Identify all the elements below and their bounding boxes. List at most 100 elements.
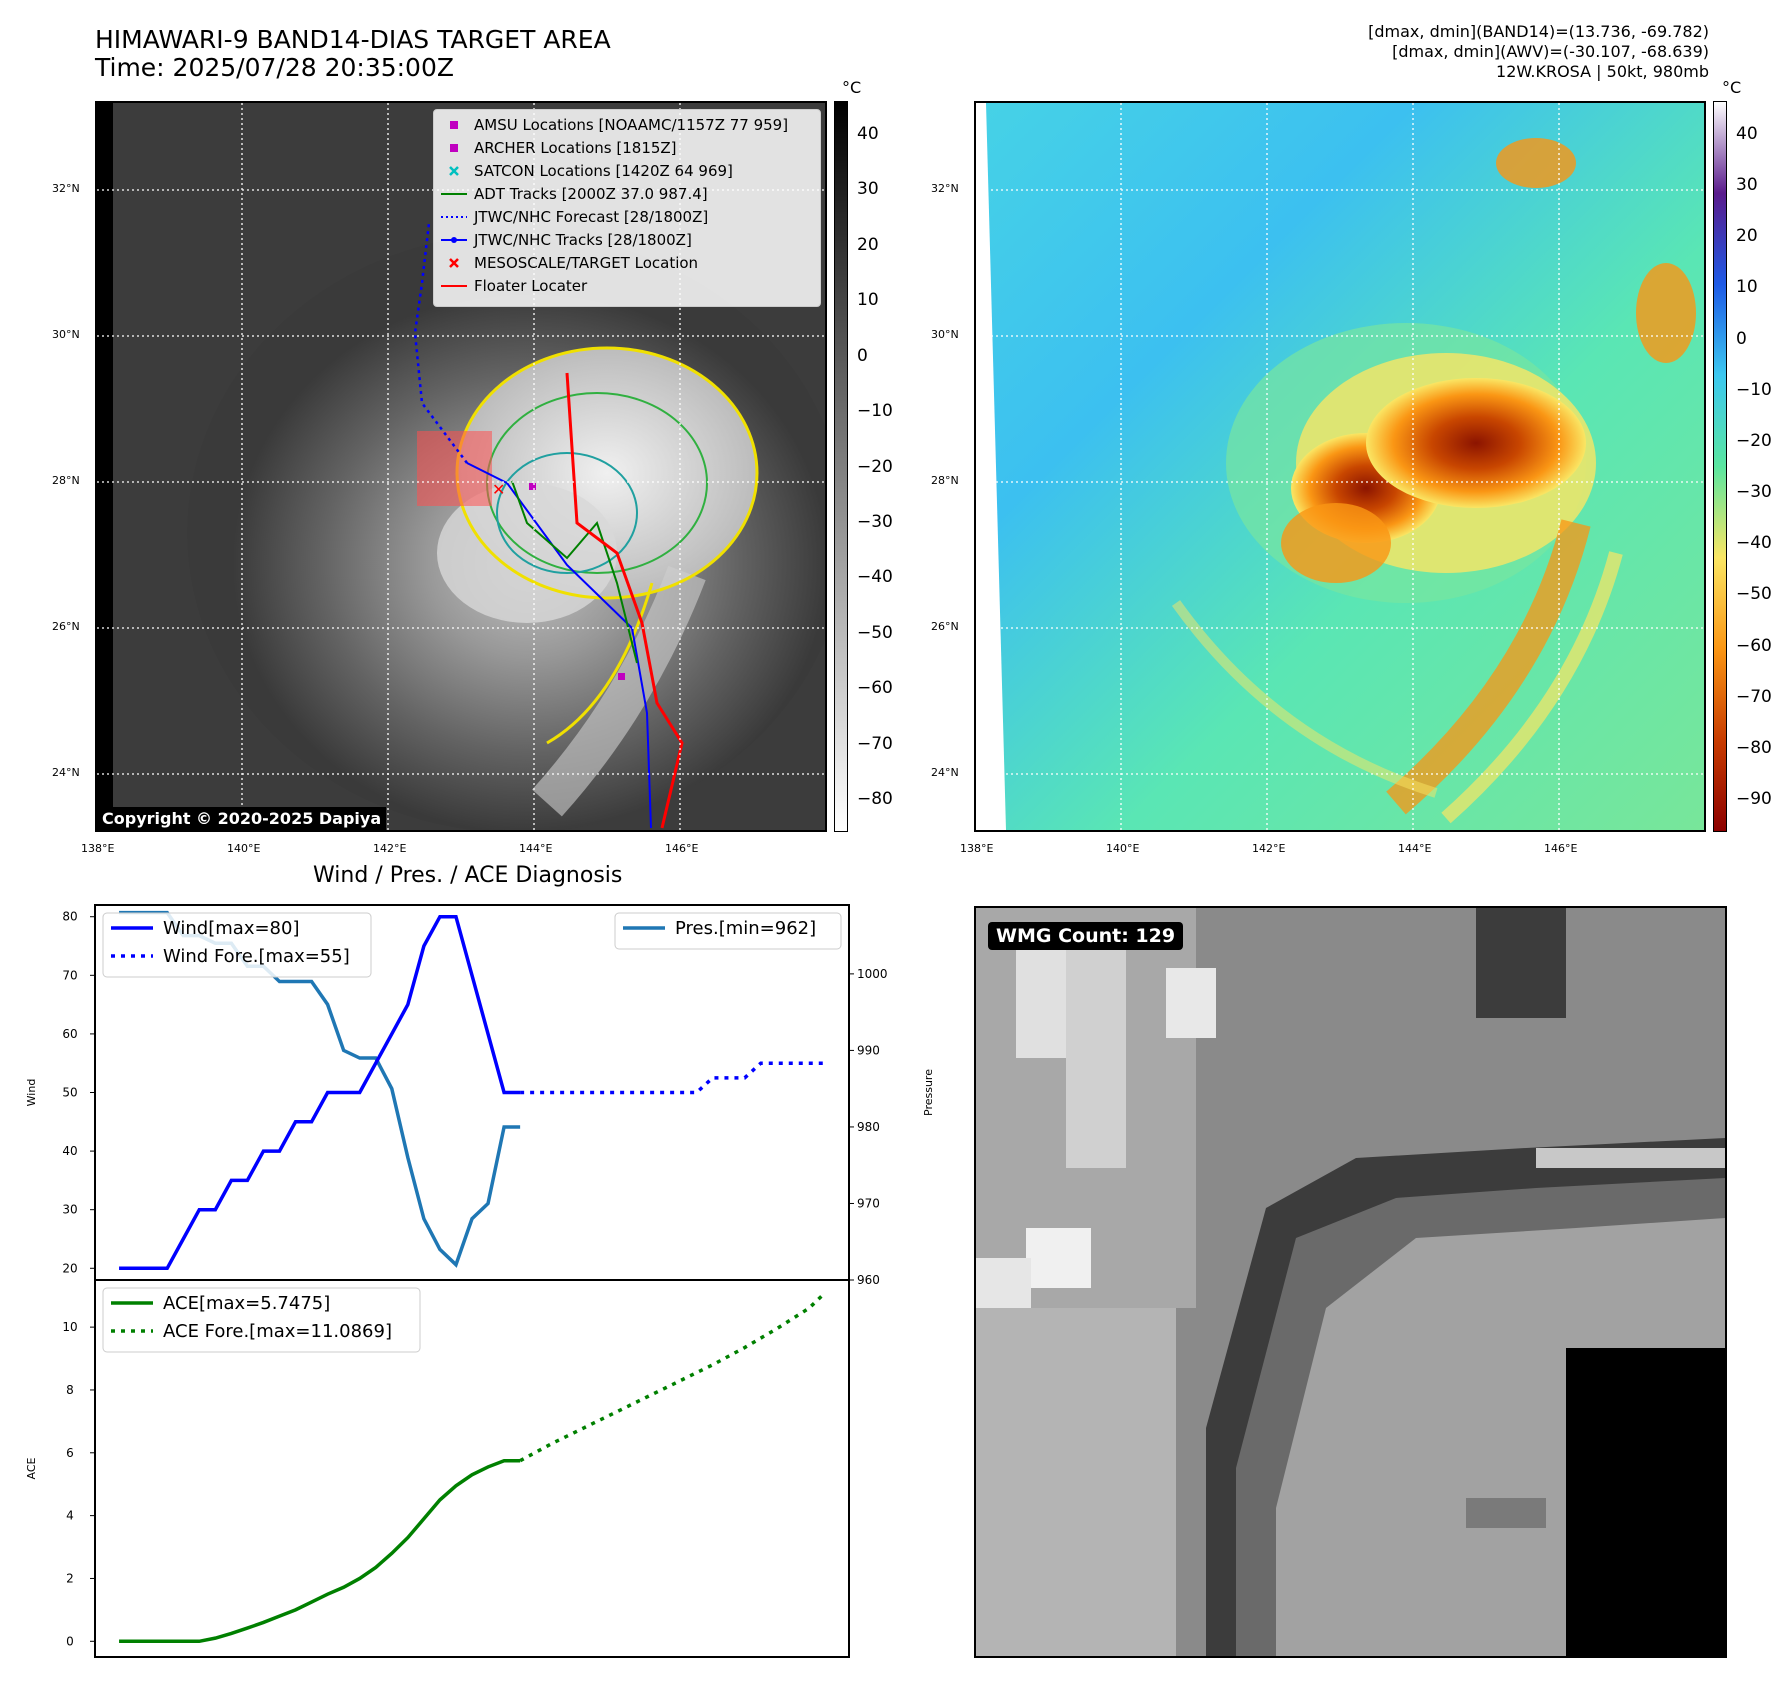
ace-tick-label: 4 bbox=[66, 1509, 74, 1523]
lon-label: 144°E bbox=[519, 842, 553, 855]
ace-forecast-line bbox=[519, 1291, 827, 1463]
lon-label: 142°E bbox=[1252, 842, 1286, 855]
copyright-label: Copyright © 2020-2025 Dapiya bbox=[97, 807, 387, 830]
ir-map-panel: ✕ Copyright © 2020-2025 Dapiya AMSU Loca… bbox=[95, 101, 827, 832]
colorbar-tick-label: 10 bbox=[1736, 277, 1758, 298]
wind-legend-label: Wind[max=80] bbox=[163, 918, 300, 939]
wind-line bbox=[119, 914, 521, 1271]
legend-label: Floater Locater bbox=[474, 276, 588, 295]
figure-title: HIMAWARI-9 BAND14-DIAS TARGET AREA Time: … bbox=[95, 26, 611, 82]
colorbar-tick-label: −10 bbox=[857, 401, 893, 422]
lat-label: 32°N bbox=[52, 182, 80, 195]
colorbar-tick-label: −30 bbox=[857, 511, 893, 532]
awv-map-image bbox=[976, 103, 1704, 830]
colorbar-tick-label: −60 bbox=[857, 678, 893, 699]
colorbar-tick-label: −20 bbox=[1736, 430, 1772, 451]
legend-entry: JTWC/NHC Forecast [28/1800Z] bbox=[434, 205, 820, 228]
ace-legend-label: ACE[max=5.7475] bbox=[163, 1293, 330, 1314]
wind-legend-label: Wind Fore.[max=55] bbox=[163, 946, 350, 967]
colorbar-tick-label: 10 bbox=[857, 290, 879, 311]
no-data-strip bbox=[97, 103, 113, 830]
lon-label: 140°E bbox=[1106, 842, 1140, 855]
legend-entry: MESOSCALE/TARGET Location bbox=[434, 251, 820, 274]
colorbar-tick-label: −50 bbox=[1736, 584, 1772, 605]
colorbar-tick-label: 20 bbox=[1736, 226, 1758, 247]
lon-label: 142°E bbox=[373, 842, 407, 855]
ace-line bbox=[119, 1458, 521, 1644]
legend-symbol-icon bbox=[434, 142, 474, 154]
legend-label: JTWC/NHC Forecast [28/1800Z] bbox=[474, 207, 709, 226]
jtwc-track-line bbox=[466, 462, 652, 829]
colorbar-tick-label: −80 bbox=[1736, 737, 1772, 758]
archer-marker bbox=[618, 673, 625, 680]
pressure-tick-label: 990 bbox=[857, 1043, 880, 1057]
diagnosis-title: Wind / Pres. / ACE Diagnosis bbox=[313, 863, 623, 888]
pressure-tick-label: 970 bbox=[857, 1196, 880, 1210]
legend-symbol-icon bbox=[434, 188, 474, 200]
pressure-legend-label: Pres.[min=962] bbox=[675, 918, 816, 939]
floater-track-line bbox=[565, 372, 684, 829]
colorbar-tick-label: 0 bbox=[857, 345, 868, 366]
legend-entry: SATCON Locations [1420Z 64 969] bbox=[434, 159, 820, 182]
lat-label: 30°N bbox=[931, 328, 959, 341]
wind-tick-label: 60 bbox=[62, 1027, 77, 1041]
lon-label: 146°E bbox=[665, 842, 699, 855]
legend-symbol-icon bbox=[434, 211, 474, 223]
colorbar-tick-label: −70 bbox=[857, 733, 893, 754]
lat-label: 28°N bbox=[52, 474, 80, 487]
ace-tick-label: 2 bbox=[66, 1571, 74, 1585]
colorbar-tick-label: −10 bbox=[1736, 379, 1772, 400]
wind-legend-box bbox=[102, 912, 372, 978]
colorbar-tick-label: 20 bbox=[857, 234, 879, 255]
legend-entry: ARCHER Locations [1815Z] bbox=[434, 136, 820, 159]
amsu-marker bbox=[529, 483, 536, 490]
lat-label: 24°N bbox=[931, 766, 959, 779]
legend-label: MESOSCALE/TARGET Location bbox=[474, 253, 699, 272]
title-line-1: HIMAWARI-9 BAND14-DIAS TARGET AREA bbox=[95, 25, 611, 54]
lon-label: 138°E bbox=[81, 842, 115, 855]
right-colorbar bbox=[1713, 101, 1727, 832]
wind-tick-label: 40 bbox=[62, 1144, 77, 1158]
legend-symbol-icon bbox=[434, 165, 474, 177]
legend-entry: Floater Locater bbox=[434, 274, 820, 297]
wind-tick-label: 20 bbox=[62, 1261, 77, 1275]
lon-label: 144°E bbox=[1398, 842, 1432, 855]
map-gridlines bbox=[976, 103, 1704, 830]
pressure-tick-label: 960 bbox=[857, 1273, 880, 1287]
colorbar-tick-label: −60 bbox=[1736, 635, 1772, 656]
ace-legend-label: ACE Fore.[max=11.0869] bbox=[163, 1321, 392, 1342]
lat-label: 32°N bbox=[931, 182, 959, 195]
ace-tick-label: 0 bbox=[66, 1634, 74, 1648]
lat-label: 28°N bbox=[931, 474, 959, 487]
colorbar-tick-label: −90 bbox=[1736, 789, 1772, 810]
wind-forecast-line bbox=[520, 1061, 825, 1095]
wind-tick-label: 70 bbox=[62, 968, 77, 982]
legend-symbol-icon bbox=[434, 234, 474, 246]
jtwc-forecast-line bbox=[413, 222, 468, 464]
ace-tick-label: 10 bbox=[62, 1320, 77, 1334]
target-area-box bbox=[417, 431, 492, 506]
colorbar-tick-label: −30 bbox=[1736, 482, 1772, 503]
lat-label: 26°N bbox=[52, 620, 80, 633]
stats-line-1: [dmax, dmin](BAND14)=(13.736, -69.782) bbox=[1368, 22, 1709, 41]
map-legend: AMSU Locations [NOAAMC/1157Z 77 959] ARCH… bbox=[433, 109, 821, 307]
wind-axis-label: Wind bbox=[25, 1079, 38, 1107]
lon-label: 146°E bbox=[1544, 842, 1578, 855]
wind-tick-label: 30 bbox=[62, 1203, 77, 1217]
legend-symbol-icon bbox=[434, 280, 474, 292]
title-line-2: Time: 2025/07/28 20:35:00Z bbox=[95, 53, 454, 82]
legend-entry: JTWC/NHC Tracks [28/1800Z] bbox=[434, 228, 820, 251]
target-x-marker: ✕ bbox=[492, 480, 505, 499]
stats-block: [dmax, dmin](BAND14)=(13.736, -69.782) [d… bbox=[1368, 22, 1709, 82]
colorbar-tick-label: −20 bbox=[857, 456, 893, 477]
wmg-image bbox=[976, 908, 1725, 1656]
legend-label: AMSU Locations [NOAAMC/1157Z 77 959] bbox=[474, 115, 789, 134]
colorbar-tick-label: −70 bbox=[1736, 686, 1772, 707]
right-colorbar-unit: °C bbox=[1722, 78, 1742, 97]
pressure-tick-label: 980 bbox=[857, 1120, 880, 1134]
diagnosis-chart: 20 30 40 50 60 70 80 960 970 980 990 1000 0 2 4 6 8 10 Win… bbox=[25, 904, 935, 1658]
legend-label: JTWC/NHC Tracks [28/1800Z] bbox=[474, 230, 692, 249]
ace-tick-label: 8 bbox=[66, 1383, 74, 1397]
wmg-count-label: WMG Count: 129 bbox=[988, 922, 1184, 950]
pressure-axis-label: Pressure bbox=[922, 1069, 935, 1116]
